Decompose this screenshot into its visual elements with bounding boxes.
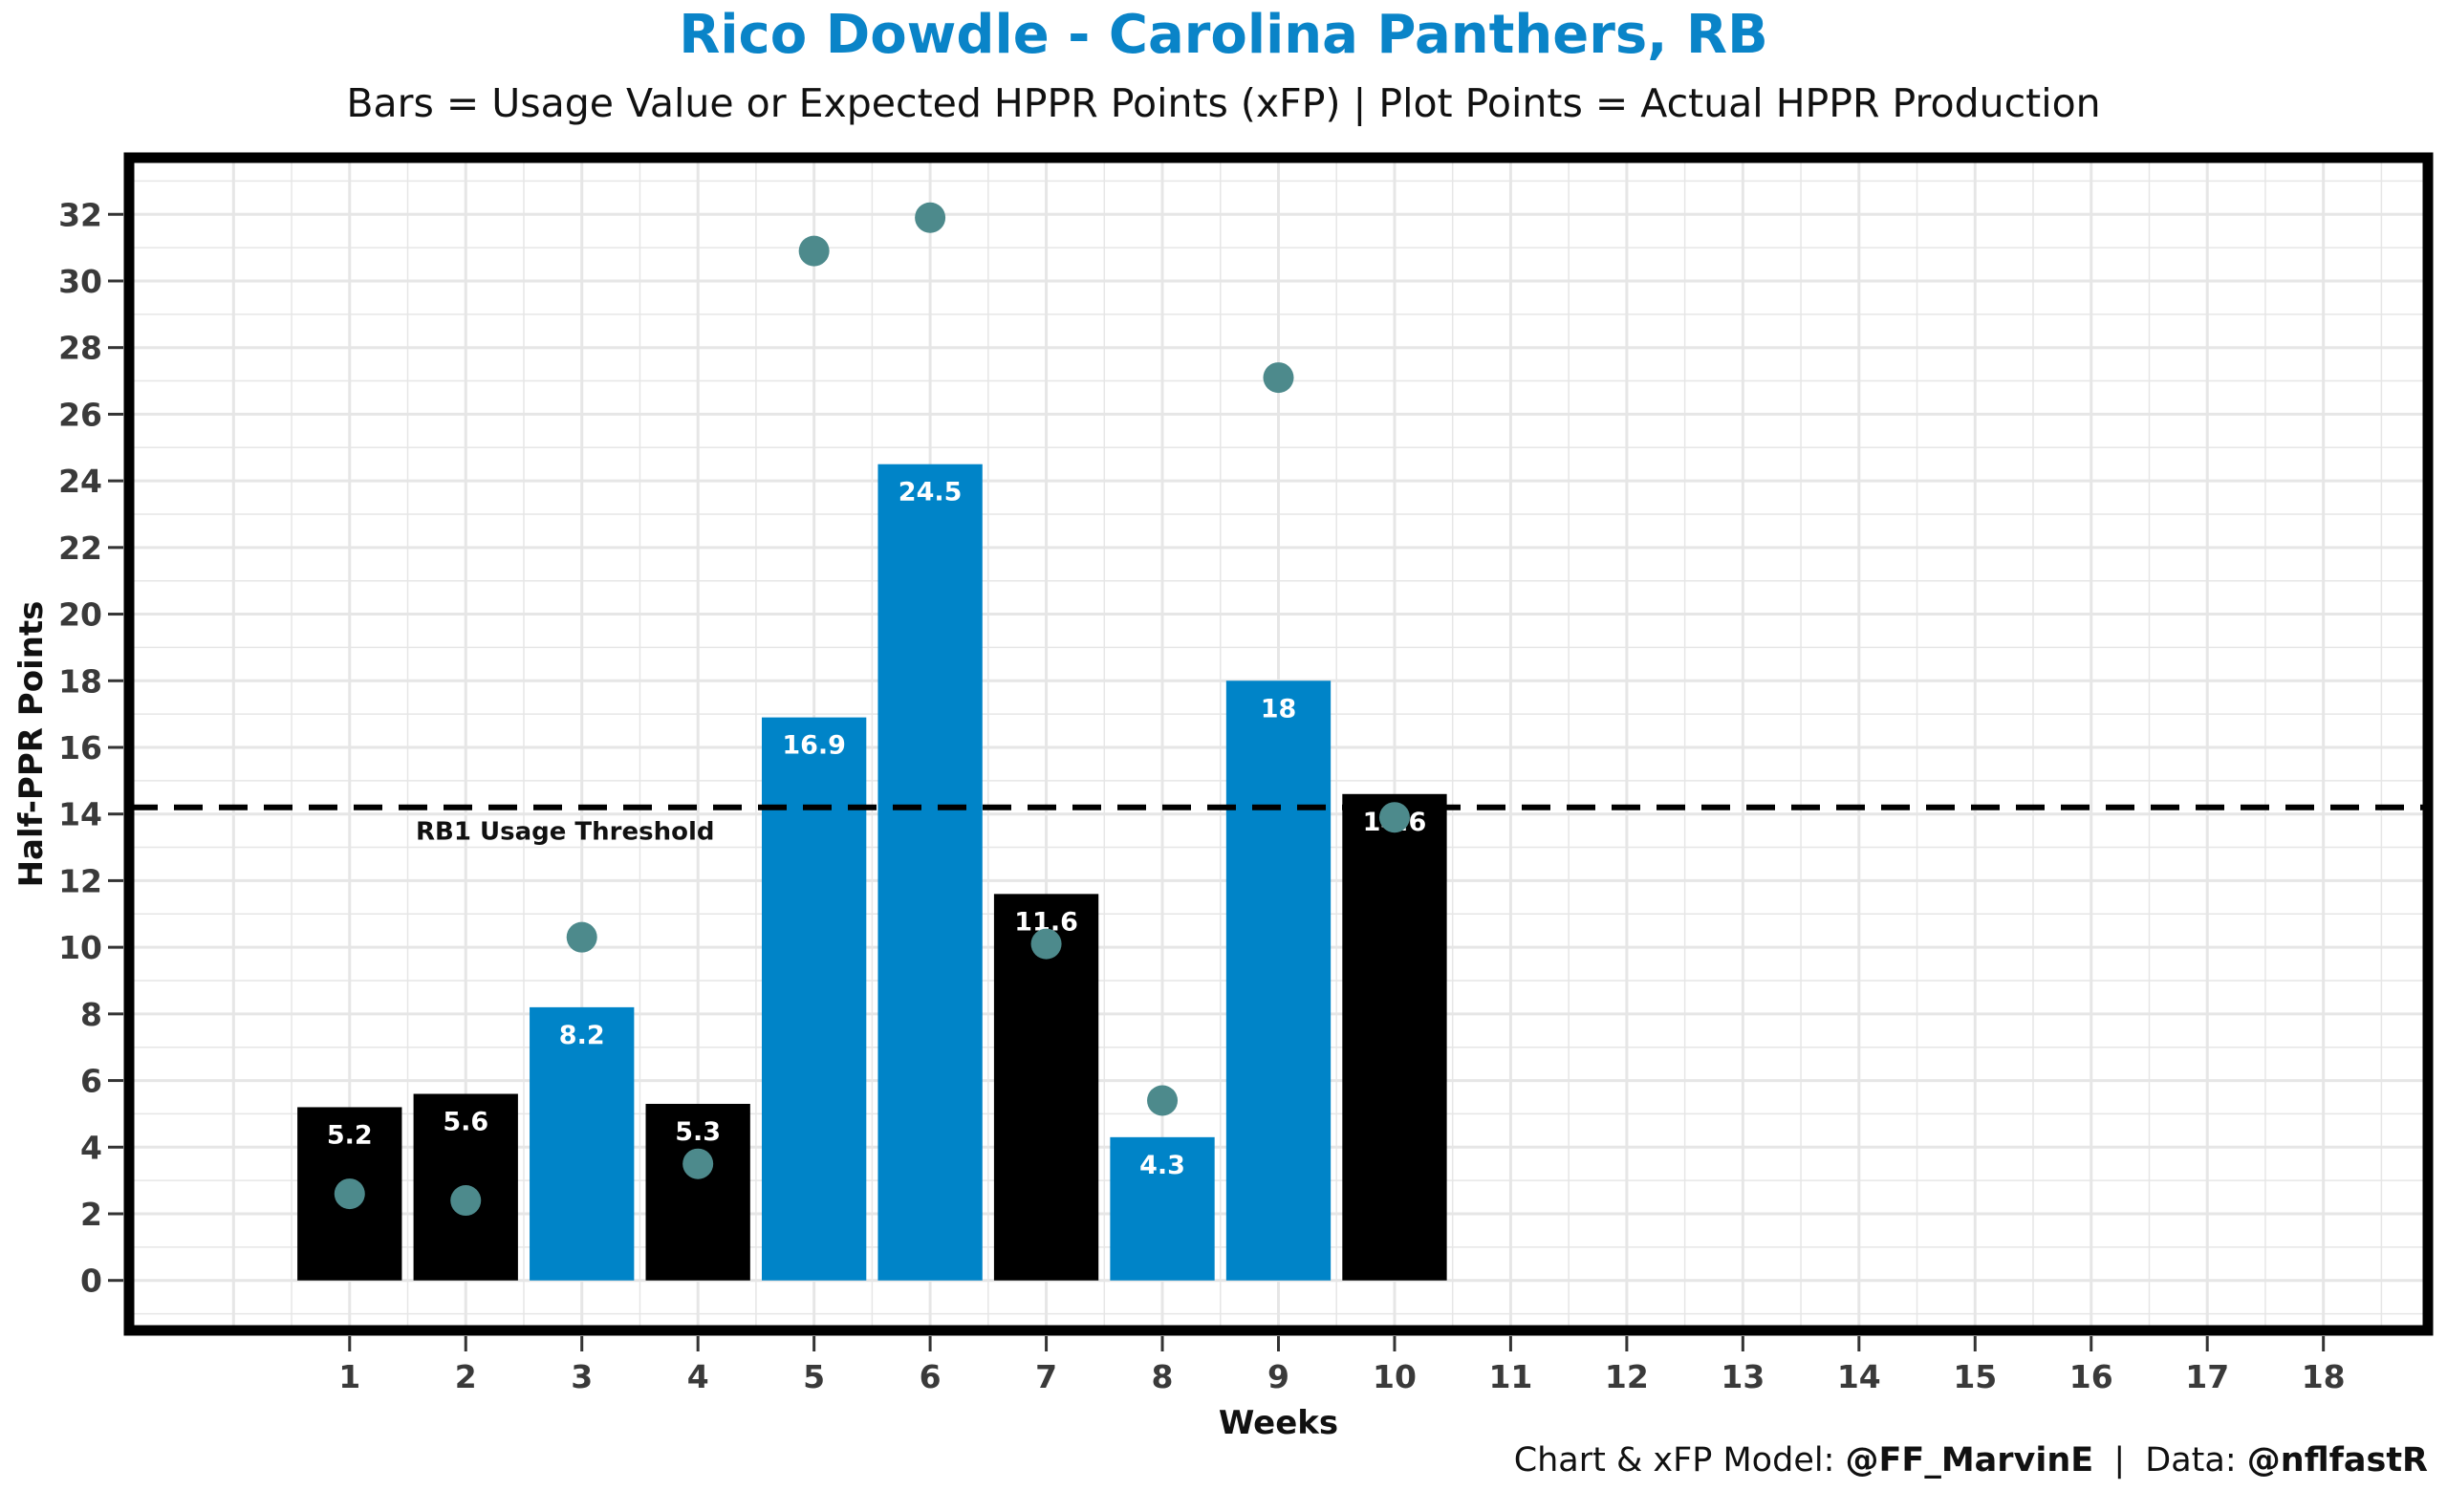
x-tick-label: 13 — [1721, 1358, 1765, 1395]
point-week-1 — [334, 1178, 365, 1210]
credit-data-prefix: Data: — [2145, 1441, 2237, 1480]
bar-week-9 — [1225, 680, 1332, 1281]
plot-panel-border — [123, 152, 2434, 1336]
bar-week-4 — [645, 1103, 750, 1281]
y-tick-label: 8 — [80, 996, 102, 1033]
bar-label-week-1: 5.2 — [327, 1120, 373, 1150]
x-tick-label: 4 — [687, 1358, 709, 1395]
point-week-7 — [1030, 928, 1062, 960]
point-week-4 — [682, 1148, 714, 1179]
bar-label-week-4: 5.3 — [675, 1117, 721, 1147]
y-tick-label: 20 — [58, 596, 102, 634]
x-tick-label: 18 — [2302, 1358, 2346, 1395]
bar-label-week-9: 18 — [1261, 694, 1297, 724]
y-tick-label: 30 — [58, 263, 102, 300]
y-tick-label: 6 — [80, 1063, 102, 1100]
y-tick-label: 14 — [58, 796, 102, 833]
bar-week-10 — [1342, 793, 1447, 1281]
bar-label-week-6: 24.5 — [899, 478, 963, 508]
actual-points-series — [334, 202, 1410, 1217]
x-tick-label: 12 — [1605, 1358, 1649, 1395]
x-tick-label: 17 — [2185, 1358, 2229, 1395]
x-tick-label: 10 — [1373, 1358, 1417, 1395]
bar-week-3 — [530, 1006, 635, 1281]
x-tick-label: 16 — [2069, 1358, 2113, 1395]
point-week-5 — [798, 235, 830, 267]
y-tick-label: 32 — [58, 196, 102, 233]
x-tick-label: 14 — [1837, 1358, 1881, 1395]
y-tick-label: 12 — [58, 862, 102, 899]
point-week-3 — [566, 921, 597, 953]
x-axis-title: Weeks — [1219, 1404, 1338, 1442]
y-tick-label: 26 — [58, 396, 102, 433]
bar-week-6 — [877, 464, 983, 1281]
x-tick-label: 3 — [571, 1358, 593, 1395]
y-tick-label: 2 — [80, 1196, 102, 1233]
y-tick-label: 28 — [58, 330, 102, 367]
x-tick-label: 9 — [1267, 1358, 1289, 1395]
credit-model-handle: @FF_MarvinE — [1845, 1441, 2094, 1480]
credit-separator: | — [2113, 1441, 2126, 1480]
credit-model-prefix: Chart & xFP Model: — [1513, 1441, 1835, 1480]
y-tick-label: 22 — [58, 529, 102, 567]
threshold-line-group: RB1 Usage Threshold — [129, 804, 2428, 847]
rb1-threshold-label: RB1 Usage Threshold — [416, 818, 714, 847]
y-tick-label: 24 — [58, 463, 102, 500]
point-week-2 — [450, 1185, 482, 1217]
y-tick-label: 0 — [80, 1263, 102, 1300]
point-week-8 — [1147, 1085, 1179, 1116]
y-axis-title: Half-PPR Points — [12, 601, 51, 888]
x-tick-label: 5 — [803, 1358, 825, 1395]
y-tick-label: 16 — [58, 729, 102, 767]
point-week-6 — [915, 202, 946, 233]
bar-week-5 — [761, 717, 867, 1281]
x-tick-label: 6 — [920, 1358, 942, 1395]
x-tick-label: 2 — [455, 1358, 477, 1395]
x-tick-label: 8 — [1152, 1358, 1174, 1395]
credit-data-handle: @nflfastR — [2246, 1441, 2428, 1480]
x-tick-label: 1 — [338, 1358, 360, 1395]
bar-label-week-2: 5.6 — [443, 1108, 488, 1137]
y-tick-label: 4 — [80, 1129, 102, 1166]
bar-week-8 — [1110, 1136, 1215, 1281]
point-week-9 — [1263, 362, 1294, 394]
x-tick-label: 15 — [1953, 1358, 1997, 1395]
bar-label-week-8: 4.3 — [1139, 1151, 1185, 1180]
chart-title: Rico Dowdle - Carolina Panthers, RB — [679, 4, 1768, 66]
bar-label-week-5: 16.9 — [782, 731, 846, 761]
bar-label-week-3: 8.2 — [559, 1021, 605, 1050]
x-axis-ticks: 1 2 3 4 5 6 7 8 9 10 11 12 13 14 15 16 17 18 — [338, 1336, 2346, 1395]
chart-subtitle: Bars = Usage Value or Expected HPPR Poin… — [346, 80, 2101, 126]
y-tick-label: 18 — [58, 662, 102, 700]
x-tick-label: 7 — [1035, 1358, 1057, 1395]
y-tick-label: 10 — [58, 929, 102, 966]
point-week-10 — [1378, 802, 1410, 833]
x-tick-label: 11 — [1488, 1358, 1532, 1395]
chart-credit: Chart & xFP Model: @FF_MarvinE | Data: @… — [1514, 1441, 2428, 1480]
